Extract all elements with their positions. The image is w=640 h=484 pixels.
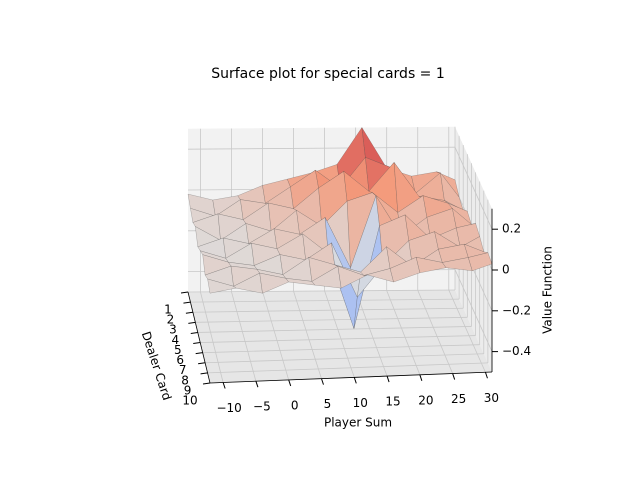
surface xyxy=(187,127,493,329)
grid-line xyxy=(190,298,460,303)
y-tick-label: 7 xyxy=(179,363,187,377)
y-tick-label: 9 xyxy=(184,383,192,397)
grid-line xyxy=(205,353,484,364)
grid-line xyxy=(192,307,464,313)
x-tick-label: 20 xyxy=(418,393,433,407)
x-tick-label: 30 xyxy=(484,391,499,405)
grid-line xyxy=(324,290,355,378)
chart-title: Surface plot for special cards = 1 xyxy=(211,66,445,82)
y-tick xyxy=(188,321,196,324)
x-tick xyxy=(255,381,259,388)
z-tick-label: −0.2 xyxy=(502,303,531,317)
grid-line xyxy=(200,291,224,383)
x-tick xyxy=(386,375,390,383)
y-tick xyxy=(193,342,201,345)
y-tick-label: 5 xyxy=(174,343,182,357)
y-tick-label: 10 xyxy=(182,394,197,408)
x-tick-label: 15 xyxy=(385,395,400,409)
y-tick xyxy=(202,382,211,385)
y-tick xyxy=(190,331,198,334)
y-tick xyxy=(198,362,206,365)
x-tick xyxy=(321,378,324,385)
y-tick-label: 3 xyxy=(169,323,177,337)
grid-line xyxy=(231,291,257,382)
x-tick-label: 10 xyxy=(353,396,368,410)
x-tick-label: 25 xyxy=(451,392,466,406)
grid-line xyxy=(195,316,468,323)
grid-line xyxy=(200,335,476,343)
y-tick xyxy=(185,311,193,314)
grid-line xyxy=(187,146,456,150)
x-tick-label: −10 xyxy=(216,401,241,415)
z-tick-label: −0.4 xyxy=(502,344,531,358)
x-tick xyxy=(353,377,357,384)
x-tick xyxy=(419,374,423,381)
x-tick xyxy=(452,373,456,380)
grid-line xyxy=(202,344,480,354)
y-tick-label: 4 xyxy=(172,333,180,347)
z-tick-label: 0.2 xyxy=(502,222,521,236)
x-tick xyxy=(484,372,488,379)
grid-line xyxy=(207,362,488,374)
x-tick xyxy=(222,382,226,389)
y-tick-label: 2 xyxy=(167,313,175,327)
x-tick-label: 5 xyxy=(324,397,332,411)
grid-line xyxy=(355,290,388,377)
y-tick-label: 1 xyxy=(164,303,172,317)
grid-line xyxy=(454,269,493,352)
z-axis-label: Value Function xyxy=(541,246,555,334)
x-tick-label: 0 xyxy=(291,398,299,412)
y-tick xyxy=(200,372,208,375)
z-tick-label: 0 xyxy=(502,263,510,277)
grid-line xyxy=(197,326,472,333)
axis-line xyxy=(187,291,211,384)
grid-line xyxy=(448,289,486,373)
y-axis-label: Dealer Card xyxy=(139,330,174,402)
y-tick xyxy=(195,352,203,355)
x-tick-label: −5 xyxy=(253,400,271,414)
grid-line xyxy=(417,290,454,374)
x-axis-label: Player Sum xyxy=(324,416,392,430)
axis-line xyxy=(209,371,493,384)
y-tick xyxy=(183,301,191,304)
x-tick xyxy=(288,379,292,387)
y-tick xyxy=(180,291,189,294)
y-tick-label: 8 xyxy=(181,373,189,387)
grid-line xyxy=(187,289,456,293)
y-tick-label: 6 xyxy=(176,353,184,367)
grid-line xyxy=(262,291,290,381)
grid-line xyxy=(386,290,421,375)
grid-line xyxy=(293,291,322,379)
grid-line xyxy=(454,147,493,230)
